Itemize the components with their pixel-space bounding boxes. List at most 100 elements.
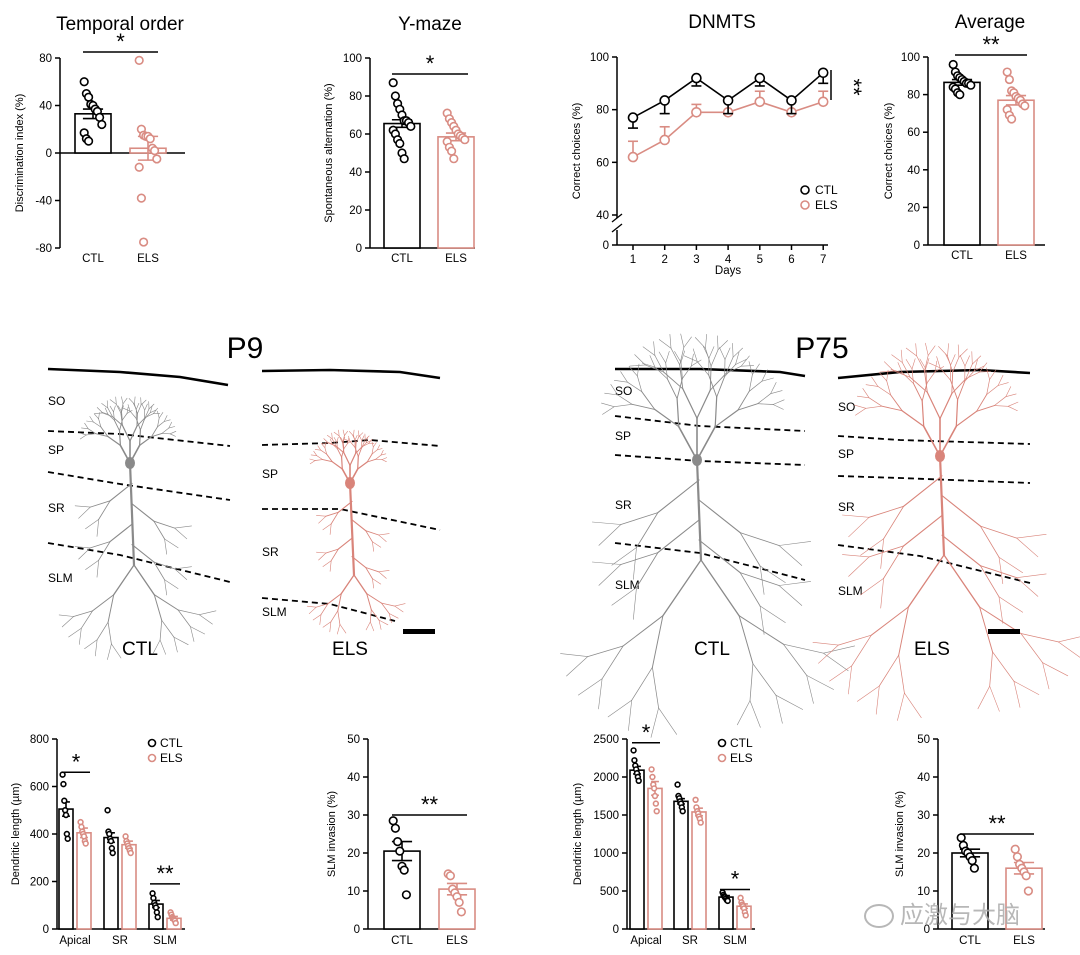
y-tick-label: 40	[349, 167, 362, 179]
basal-dendrite	[986, 385, 999, 395]
basal-dendrite	[974, 365, 985, 371]
oblique-dendrite	[74, 546, 91, 549]
x-tick-label: 1	[630, 254, 636, 266]
basal-dendrite	[716, 376, 726, 398]
x-tick-label: SR	[682, 935, 698, 947]
y-tick-label: 20	[907, 202, 920, 214]
bar	[629, 769, 645, 930]
basal-dendrite	[148, 403, 155, 410]
data-point	[679, 807, 686, 815]
basal-dendrite	[986, 379, 990, 395]
y-tick-label: 50	[917, 734, 930, 746]
oblique-dendrite	[998, 596, 1024, 613]
basal-dendrite	[321, 442, 329, 444]
apical-tuft	[329, 621, 332, 633]
basal-dendrite	[663, 371, 684, 390]
condition-label: ELS	[914, 639, 950, 660]
basal-dendrite	[925, 358, 930, 369]
basal-dendrite	[342, 436, 346, 443]
basal-dendrite	[964, 370, 975, 382]
x-tick-label: ELS	[446, 935, 468, 947]
apical-tuft	[622, 615, 664, 647]
basal-dendrite	[629, 364, 646, 367]
basal-dendrite	[694, 337, 706, 349]
y-tick-label: 2500	[593, 734, 619, 746]
y-tick-label: 10	[347, 886, 360, 898]
data-point	[1021, 871, 1031, 881]
data-point	[150, 146, 160, 156]
basal-dendrite	[151, 426, 158, 438]
basal-dendrite	[120, 412, 123, 426]
apical-tuft	[977, 685, 991, 710]
oblique-dendrite	[365, 530, 380, 536]
oblique-dendrite	[329, 523, 332, 535]
basal-dendrite	[342, 442, 345, 454]
apical-tuft	[1020, 633, 1043, 664]
oblique-dendrite	[739, 572, 780, 586]
data-point	[631, 757, 638, 764]
legend-label: ELS	[730, 751, 753, 765]
apical-tuft	[1013, 680, 1040, 695]
basal-dendrite	[927, 345, 936, 356]
y-tick-label: 0	[354, 924, 360, 936]
basal-dendrite	[761, 377, 774, 382]
oblique-dendrite	[860, 538, 884, 556]
apical-tuft	[812, 641, 839, 646]
basal-dendrite	[732, 342, 734, 358]
basal-dendrite	[710, 349, 719, 367]
oblique-dendrite	[74, 505, 91, 508]
oblique-dendrite	[591, 521, 622, 525]
data-point	[659, 95, 671, 106]
basal-dendrite	[128, 398, 135, 405]
basal-dendrite	[900, 349, 903, 363]
basal-dendrite	[725, 365, 742, 374]
basal-dendrite	[163, 419, 171, 422]
basal-dendrite	[321, 443, 326, 449]
basal-dendrite	[139, 429, 141, 446]
basal-dendrite	[901, 362, 911, 378]
data-point	[406, 121, 416, 131]
oblique-dendrite	[330, 511, 339, 525]
basal-dendrite	[368, 438, 373, 444]
basal-dendrite	[854, 404, 867, 409]
oblique-dendrite	[880, 538, 884, 569]
axis-break	[611, 223, 623, 233]
layer-label: SP	[48, 443, 64, 457]
oblique-dendrite	[372, 578, 375, 589]
oblique-dendrite	[164, 538, 179, 549]
basal-dendrite	[329, 438, 333, 445]
basal-dendrite	[735, 359, 747, 365]
basal-dendrite	[158, 412, 164, 419]
oblique-dendrite	[318, 515, 327, 524]
oblique-dendrite	[322, 523, 332, 531]
oblique-dendrite	[153, 520, 176, 529]
significance-label: **	[982, 32, 1000, 57]
data-point	[449, 154, 459, 164]
data-point	[64, 835, 71, 842]
oblique-dendrite	[979, 565, 1018, 579]
oblique-dendrite	[842, 554, 870, 558]
basal-dendrite	[79, 432, 87, 436]
basal-dendrite	[890, 394, 903, 412]
apical-tuft	[979, 606, 993, 653]
basal-dendrite	[341, 456, 343, 470]
legend-label: ELS	[815, 198, 838, 212]
oblique-dendrite	[174, 525, 192, 529]
basal-dendrite	[670, 347, 681, 366]
x-tick-label: Apical	[630, 935, 661, 947]
basal-dendrite	[343, 443, 348, 450]
oblique-dendrite	[109, 523, 133, 543]
apical-tuft	[153, 594, 163, 621]
y-tick-label: 10	[917, 886, 930, 898]
basal-dendrite	[107, 407, 113, 418]
basal-dendrite	[709, 365, 712, 391]
basal-dendrite	[121, 424, 131, 442]
oblique-dendrite	[131, 544, 155, 563]
basal-dendrite	[683, 355, 698, 362]
apical-tuft	[370, 609, 380, 621]
y-tick-label: 100	[590, 52, 609, 64]
y-tick-label: 60	[596, 157, 609, 169]
basal-dendrite	[144, 412, 151, 420]
data-point	[399, 865, 409, 875]
apical-tuft	[365, 621, 371, 631]
